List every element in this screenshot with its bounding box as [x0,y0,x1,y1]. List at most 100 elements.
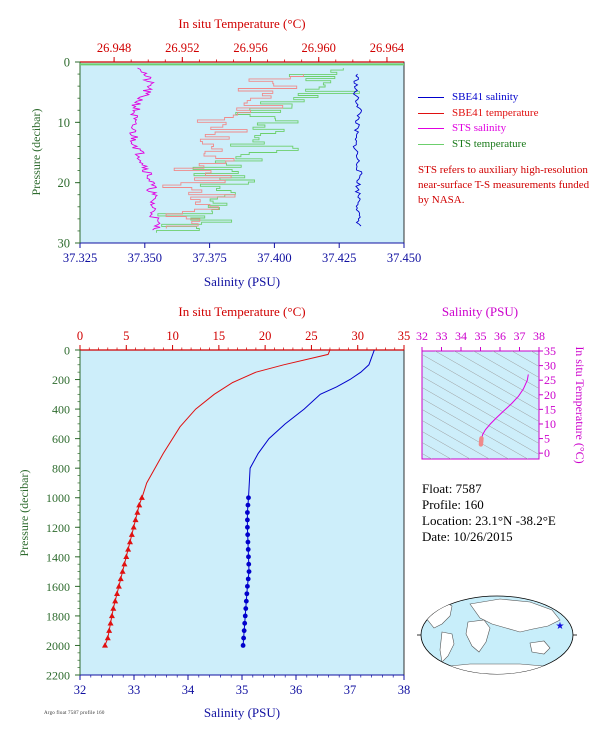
top-temp-tick-label: 26.948 [97,41,131,55]
main-plot-series [101,349,375,648]
salinity-marker [245,547,251,552]
ts-plot-series [478,374,529,447]
ts-temp-tick-label: 0 [544,446,550,460]
legend-item: SBE41 temperature [418,106,538,122]
main-plot-pres-axis-title: Pressure (decibar) [17,470,31,557]
salinity-marker [245,583,250,589]
top-sal-tick-label: 37.350 [128,251,162,265]
top-pres-tick-label: 10 [58,116,71,130]
ts-density-contour [473,351,539,389]
ts-density-contour [492,351,539,378]
ts-sal-tick-label: 35 [475,329,487,343]
main-temp-tick-label: 25 [305,329,318,343]
float-location-star: ★ [556,621,565,632]
main-pres-tick-label: 1000 [46,491,70,505]
temperature-marker [107,620,114,626]
temperature-marker [104,634,111,641]
legend-swatch [418,143,444,145]
salinity-marker [245,517,250,523]
main-sal-tick-label: 35 [236,683,249,697]
top-temp-tick-label: 26.952 [165,41,199,55]
ts-density-contour [453,351,539,400]
top-temp-tick-label: 26.964 [370,41,405,55]
salinity-marker [245,510,250,515]
ts-density-contour [511,351,539,367]
legend-label: STS temperature [452,137,527,150]
temperature-marker [119,568,126,574]
ts-sal-tick-label: 36 [494,329,506,343]
top-sal-tick-label: 37.450 [387,251,421,265]
temperature-marker [126,538,133,545]
top-pres-tick-label: 30 [58,237,71,251]
ts-temp-tick-label: 30 [544,359,556,373]
main-pres-tick-label: 400 [52,403,70,417]
main-sal-tick-label: 38 [398,683,411,697]
ts-density-contours [422,351,539,459]
main-temp-tick-label: 0 [77,329,83,343]
legend-swatch [418,97,444,99]
main-pres-tick-label: 200 [52,373,70,387]
main-pres-tick-label: 1400 [46,550,70,564]
main-temp-tick-label: 35 [398,329,411,343]
salinity-marker [243,598,249,604]
map-land-australia [529,640,551,655]
ts-sal-tick-label: 33 [436,329,448,343]
ts-density-contour [422,365,539,433]
top-plot-series [80,63,404,233]
sbe41-salinity-line [352,73,363,227]
top-sal-tick-label: 37.325 [63,251,97,265]
main-pres-tick-label: 1200 [46,521,70,535]
main-plot-background [79,349,405,676]
main-temp-tick-label: 10 [166,329,179,343]
top-plot-temp-axis-title: In situ Temperature (°C) [178,16,305,31]
temperature-marker [110,605,117,611]
ts-density-contour [530,351,539,356]
temperature-marker [117,575,124,582]
map-land-eurasia [469,598,561,633]
ts-temp-tick-label: 25 [544,373,556,387]
temperature-marker [136,501,143,508]
temperature-marker [125,546,132,552]
salinity-marker [245,539,251,545]
float-id: Float: 7587 [422,481,482,496]
ts-density-contour [422,387,539,455]
ts-temp-tick-label: 15 [544,402,556,416]
salinity-marker [245,524,250,530]
main-pres-tick-label: 1800 [46,609,70,623]
ts-sal-tick-label: 32 [416,329,428,343]
main-temp-tick-label: 30 [351,329,364,343]
top-temp-tick-label: 26.960 [302,41,336,55]
legend-item: SBE41 salinity [418,90,538,106]
ts-temp-tick-label: 20 [544,388,556,402]
ts-density-contour [434,351,539,411]
salinity-marker [240,643,246,648]
ts-sal-tick-label: 37 [514,329,526,343]
salinity-profile-line [242,349,375,646]
float-location: Location: 23.1°N -38.2°E [422,513,556,528]
salinity-marker [245,502,251,508]
world-map: ★ [417,595,577,675]
temperature-marker [134,509,141,515]
ts-density-contour [422,398,529,459]
sbe41-temperature-line [162,74,304,229]
main-plot-ticks: 0 5 10 15 20 25 30 35 32 33 34 35 36 37 38 0 200 400 600 80… [46,329,410,697]
main-sal-tick-label: 36 [290,683,303,697]
ts-plot-sal-axis-title: Salinity (PSU) [442,304,518,319]
ts-plot-temp-axis-title: In situ Temperature (°C) [573,346,587,463]
ts-density-contour [422,354,539,422]
ts-temp-tick-label: 5 [544,432,550,446]
temperature-marker [101,642,108,648]
legend-label: SBE41 salinity [452,91,519,103]
main-pres-tick-label: 600 [52,432,70,446]
temperature-marker [114,590,121,596]
salinity-marker [246,554,251,560]
salinity-marker [242,620,248,626]
top-pres-tick-label: 0 [64,56,70,70]
top-sal-tick-label: 37.375 [192,251,226,265]
legend-swatch [418,128,444,130]
salinity-marker [246,495,251,501]
temperature-marker [106,627,113,633]
